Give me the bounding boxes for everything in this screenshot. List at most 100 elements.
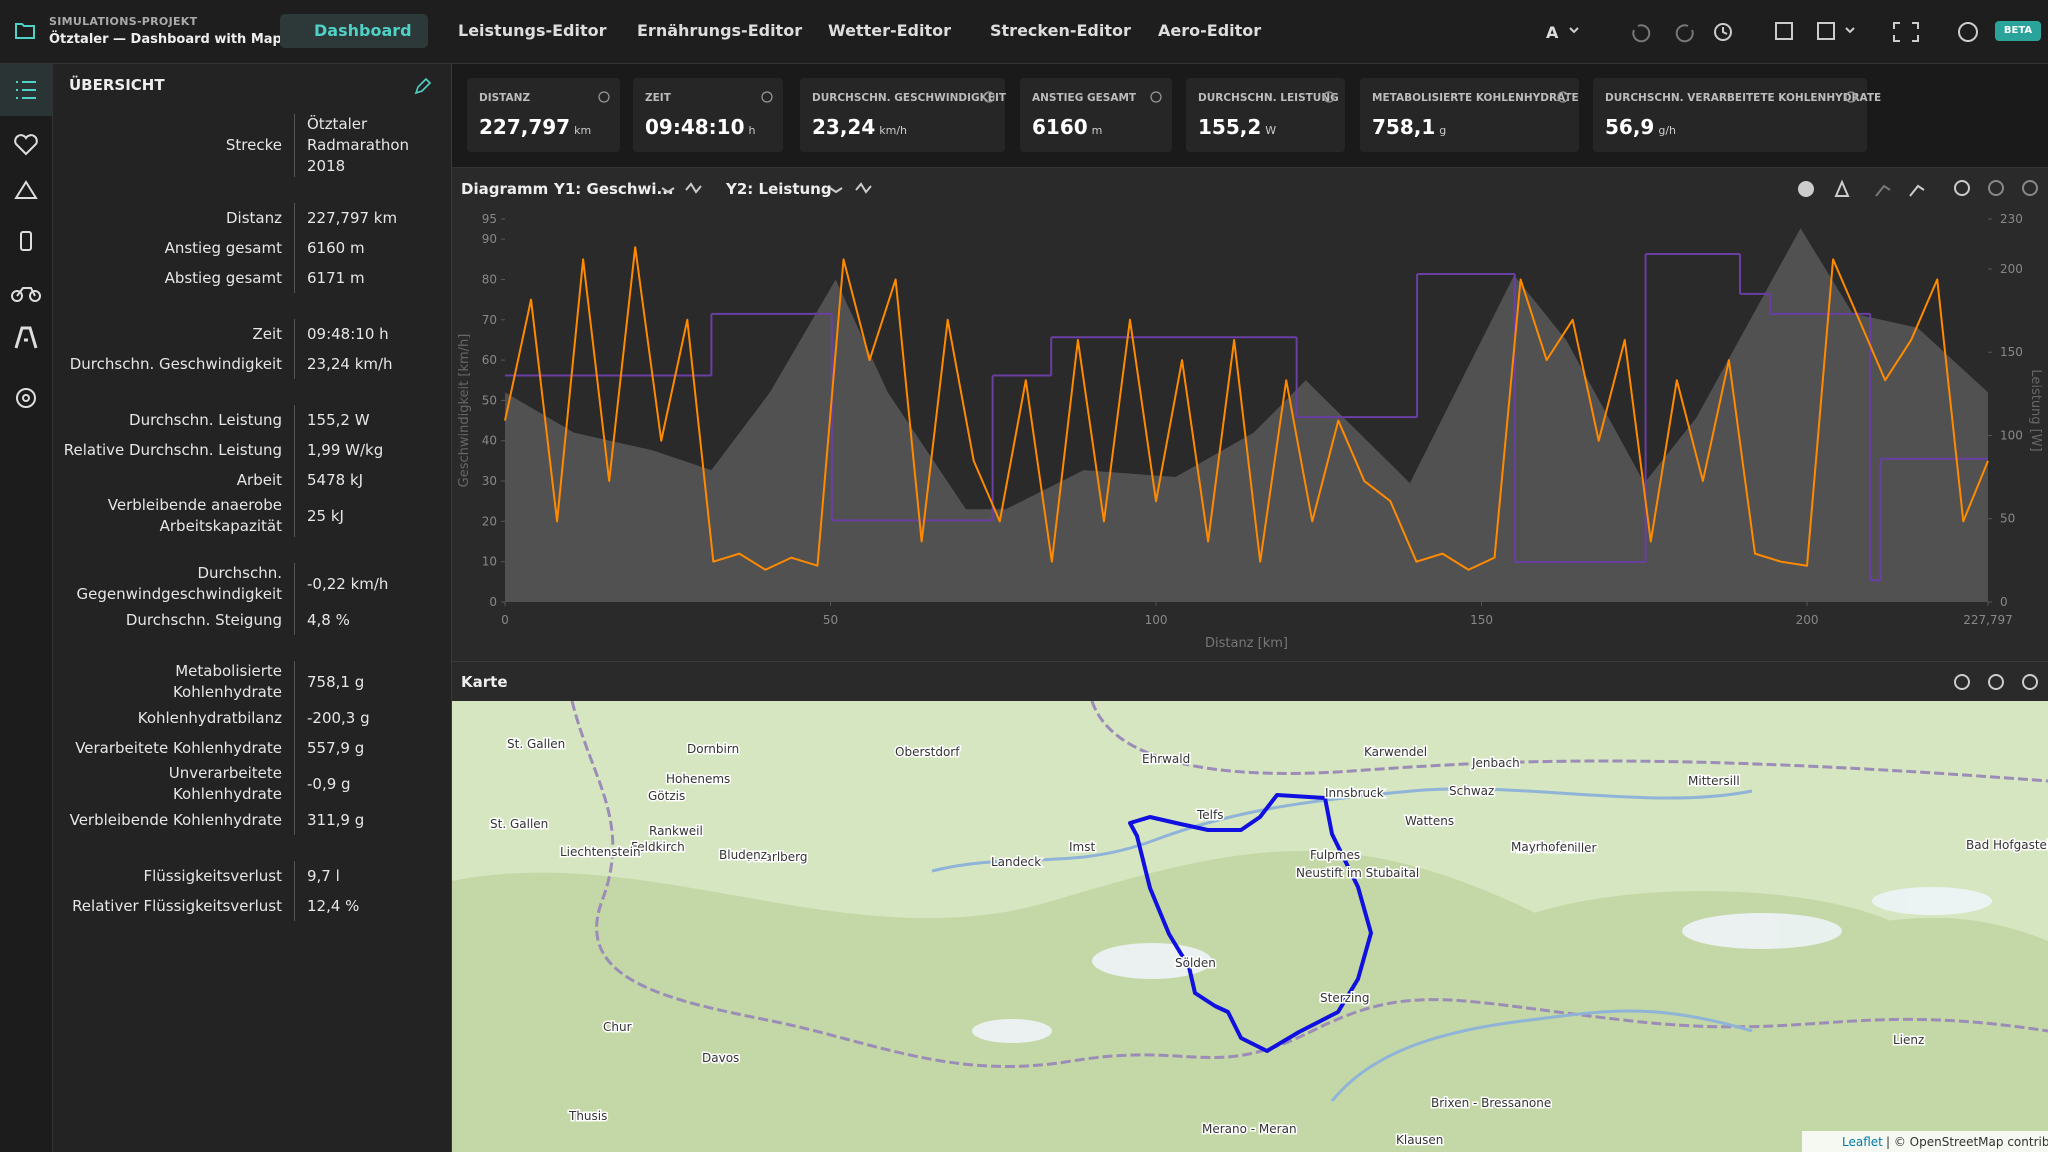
row-label: Relativer Flüssigkeitsverlust xyxy=(72,896,282,915)
row-label: Strecke xyxy=(225,136,282,154)
map-label: Karwendel xyxy=(1364,745,1427,759)
map-label: Feldkirch xyxy=(631,840,685,854)
row-value: 758,1 g xyxy=(294,661,411,703)
row-value: 09:48:10 h xyxy=(294,319,411,349)
kpi-value: 227,797 km xyxy=(479,115,592,139)
info-icon[interactable] xyxy=(598,91,610,103)
nav-tab[interactable]: Wetter-Editor xyxy=(828,21,952,40)
info-icon[interactable] xyxy=(1845,91,1857,103)
overview-group: Durchschn. Gegenwindgeschwindigkeit -0,22… xyxy=(53,563,451,635)
y-tick-label: 60 xyxy=(482,353,497,367)
kpi-label: ZEIT xyxy=(645,92,671,104)
overview-row: Strecke Ötztaler Radmarathon 2018 xyxy=(53,114,451,177)
info-icon[interactable] xyxy=(1323,91,1335,103)
row-label: Metabolisierte Kohlenhydrate xyxy=(172,662,282,701)
y2-tick-label: 150 xyxy=(2000,345,2023,359)
diagram-toolbar[interactable] xyxy=(452,168,2048,208)
y2-selector[interactable]: Y2: Leistung xyxy=(726,180,832,198)
y-axis-title: Geschwindigkeit [km/h] xyxy=(457,334,472,488)
row-label: Arbeit xyxy=(236,470,282,489)
map-zoom[interactable] xyxy=(1942,670,2042,696)
overview-row: Kohlenhydratbilanz -200,3 g xyxy=(53,703,451,733)
map-labels: St. Gallen Dornbirn Oberstdorf Ehrwald Karwe… xyxy=(489,736,2048,1149)
row-value: 4,8 % xyxy=(294,605,411,635)
nav-tab[interactable]: Ernährungs-Editor xyxy=(637,21,803,40)
kpi-label: DURCHSCHN. LEISTUNG xyxy=(1198,92,1339,104)
kpi-value: 758,1 g xyxy=(1372,115,1447,139)
map-label: Mittersill xyxy=(1688,774,1740,788)
overview-row: Abstieg gesamt 6171 m xyxy=(53,263,451,293)
kpi-label: DURCHSCHN. VERARBEITETE KOHLENHYDRATE xyxy=(1605,92,1882,104)
row-label: Durchschn. Gegenwindgeschwindigkeit xyxy=(76,564,282,603)
map-label: Davos xyxy=(702,1051,739,1065)
elevation-area xyxy=(505,228,1988,602)
rivers xyxy=(931,787,1753,1102)
nav-tab[interactable]: Aero-Editor xyxy=(1158,21,1262,40)
row-value: 12,4 % xyxy=(294,891,411,921)
kpi-value: 09:48:10 h xyxy=(645,115,756,139)
x-tick-label: 150 xyxy=(1470,613,1493,627)
map-label: Rankweil xyxy=(649,824,703,838)
row-label: Verbleibende Kohlenhydrate xyxy=(69,810,282,829)
kpi-unit: m xyxy=(1091,124,1103,137)
nav-icons[interactable] xyxy=(0,64,52,424)
y-tick-label: 0 xyxy=(489,595,497,609)
row-label: Durchschn. Leistung xyxy=(129,410,282,429)
map-label: Hohenems xyxy=(666,772,730,786)
row-label: Unverarbeitete Kohlenhydrate xyxy=(168,764,282,803)
row-label: Kohlenhydratbilanz xyxy=(137,708,282,727)
map-label: Telfs xyxy=(1196,808,1223,822)
map-label: Chur xyxy=(603,1020,632,1034)
info-icon[interactable] xyxy=(1150,91,1162,103)
svg-text:A: A xyxy=(1546,23,1559,42)
kpi-unit: km xyxy=(574,124,592,137)
map-label: Götzis xyxy=(648,789,685,803)
terrain xyxy=(452,851,2048,1152)
info-icon[interactable] xyxy=(761,91,773,103)
overview-row: Durchschn. Gegenwindgeschwindigkeit -0,22… xyxy=(53,563,451,605)
overview-group: Durchschn. Leistung 155,2 W Relative Durch… xyxy=(53,405,451,537)
y-tick-label: 30 xyxy=(482,474,497,488)
overview-row: Metabolisierte Kohlenhydrate 758,1 g xyxy=(53,661,451,703)
kpi-value: 23,24 km/h xyxy=(812,115,908,139)
kpi-card: DURCHSCHN. VERARBEITETE KOHLENHYDRATE 56,… xyxy=(1593,78,1881,152)
nav-tab[interactable]: Leistungs-Editor xyxy=(458,21,607,40)
row-label: Durchschn. Geschwindigkeit xyxy=(69,354,282,373)
overview-title: ÜBERSICHT xyxy=(69,76,165,94)
map-label: Wattens xyxy=(1405,814,1454,828)
row-value: 5478 kJ xyxy=(294,465,411,495)
map-label: Liechtenstein xyxy=(560,845,641,859)
map-label: Mayrhofen xyxy=(1511,840,1575,854)
y-tick-label: 90 xyxy=(482,232,497,246)
y1-selector[interactable]: Y1: Geschwi... xyxy=(554,180,674,198)
y2-tick-label: 0 xyxy=(2000,595,2008,609)
row-label: Zeit xyxy=(252,324,282,343)
nav-tab[interactable]: Dashboard xyxy=(280,14,428,48)
kpi-card: METABOLISIERTE KOHLENHYDRATE 758,1 g xyxy=(1360,78,1579,152)
row-label: Verarbeitete Kohlenhydrate xyxy=(75,738,282,757)
beta-badge: BETA xyxy=(1995,21,2041,41)
nav-tab[interactable]: Strecken-Editor xyxy=(990,21,1131,40)
kpi-label: METABOLISIERTE KOHLENHYDRATE xyxy=(1372,92,1579,104)
y2-axis-title: Leistung [W] xyxy=(2028,369,2043,451)
attribution-link[interactable]: Leaflet xyxy=(1842,1135,1883,1149)
map-label: Sterzing xyxy=(1320,991,1370,1005)
toolbar-icons[interactable]: A xyxy=(1540,18,1980,46)
map[interactable]: St. Gallen Dornbirn Oberstdorf Ehrwald Karwe… xyxy=(452,701,2048,1152)
row-label: Relative Durchschn. Leistung xyxy=(63,440,282,459)
info-icon[interactable] xyxy=(983,91,995,103)
row-value: -200,3 g xyxy=(294,703,411,733)
overview-row: Zeit 09:48:10 h xyxy=(53,319,451,349)
kpi-value: 56,9 g/h xyxy=(1605,115,1677,139)
overview-panel: ÜBERSICHT Strecke Ötztaler Radmarathon 20… xyxy=(53,64,452,1152)
folder-icon[interactable] xyxy=(14,20,36,40)
info-icon[interactable] xyxy=(1557,91,1569,103)
overview-rows: Strecke Ötztaler Radmarathon 2018 Distanz 2… xyxy=(53,114,451,947)
kpi-value: 155,2 W xyxy=(1198,115,1277,139)
overview-row: Verbleibende anaerobe Arbeitskapazität 25… xyxy=(53,495,451,537)
edit-icon[interactable] xyxy=(413,78,431,96)
map-label: Merano - Meran xyxy=(1202,1122,1297,1136)
row-value: 1,99 W/kg xyxy=(294,435,411,465)
y-tick-label: 10 xyxy=(482,555,497,569)
